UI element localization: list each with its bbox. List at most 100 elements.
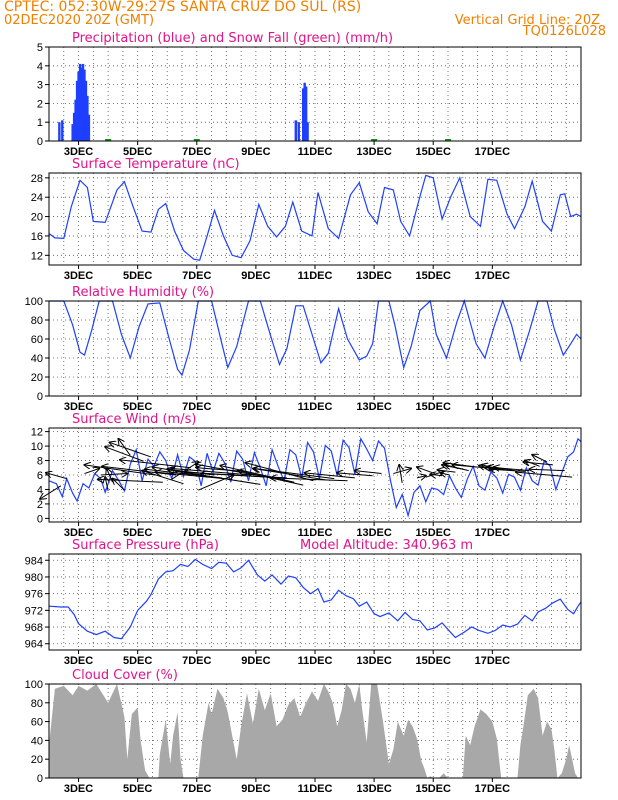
precip-bar (78, 63, 82, 141)
x-tick-label: 17DEC (475, 655, 511, 667)
panel-title: Precipitation (blue) and Snow Fall (gree… (72, 31, 393, 46)
panel-title: Cloud Cover (%) (72, 668, 178, 683)
y-tick-label: 12 (31, 250, 43, 262)
y-tick-label: 4 (37, 484, 43, 496)
plot-frame (48, 427, 582, 523)
x-tick-label: 9DEC (241, 655, 270, 667)
y-tick-label: 0 (37, 391, 43, 403)
plot-frame (48, 683, 582, 779)
x-tick-label: 7DEC (182, 270, 211, 282)
snow-bar (105, 139, 112, 141)
y-tick-label: 980 (25, 572, 43, 584)
y-tick-label: 100 (25, 679, 43, 691)
y-tick-label: 28 (31, 173, 43, 185)
panel-temperature: Surface Temperature (nC) 12 16 20 24 28 3DEC 5D… (31, 157, 582, 282)
x-tick-label: 3DEC (64, 783, 93, 795)
x-tick-label: 13DEC (356, 146, 392, 158)
precip-bar (74, 99, 77, 141)
plot-frame (48, 300, 582, 397)
x-tick-label: 15DEC (415, 783, 451, 795)
x-tick-label: 5DEC (123, 270, 152, 282)
wind-vector-arrow (399, 465, 402, 484)
precip-bar (301, 88, 305, 141)
snow-bar (445, 139, 451, 141)
x-tick-label: 11DEC (298, 783, 333, 795)
x-tick-label: 7DEC (182, 655, 211, 667)
wind-vector-arrow (198, 475, 233, 491)
y-tick-label: 0 (37, 773, 43, 785)
x-tick-label: 17DEC (475, 783, 511, 795)
y-tick-label: 2 (37, 98, 43, 110)
y-tick-label: 60 (31, 334, 43, 346)
grid (49, 554, 582, 650)
wind-vector-arrow (417, 467, 435, 475)
y-tick-label: 964 (25, 639, 43, 651)
y-tick-label: 4 (37, 61, 43, 73)
y-tick-label: 20 (31, 372, 43, 384)
location-title: CPTEC: 052:30W-29:27S SANTA CRUZ DO SUL … (4, 0, 361, 15)
precip-bar (303, 82, 306, 141)
panel-title: Relative Humidity (%) (72, 285, 214, 300)
snow-bar (371, 139, 378, 141)
x-tick-label: 15DEC (415, 401, 451, 413)
x-tick-label: 11DEC (298, 270, 333, 282)
panel-cloud: Cloud Cover (%) 0 20 40 60 80 100 3DEC 5DEC 7DEC 9… (25, 668, 582, 795)
wind-vector-arrow (529, 469, 565, 470)
x-tick-label: 17DEC (475, 146, 511, 158)
x-tick-label: 11DEC (298, 527, 333, 539)
run-time-label: 02DEC2020 20Z (GMT) (4, 13, 154, 28)
y-tick-label: 20 (31, 212, 43, 224)
grid (49, 428, 582, 522)
x-tick-label: 5DEC (123, 527, 152, 539)
y-tick-label: 972 (25, 605, 43, 617)
plot-frame (48, 46, 582, 142)
x-tick-label: 7DEC (182, 401, 211, 413)
temperature-line (48, 174, 582, 261)
wind-vector-arrow (98, 479, 163, 482)
panel-title: Surface Wind (m/s) (72, 412, 196, 427)
y-tick-label: 8 (37, 456, 43, 468)
y-tick-label: 100 (25, 296, 43, 308)
grid (49, 173, 582, 265)
precip-bar (294, 120, 297, 141)
y-tick-label: 2 (37, 499, 43, 511)
x-tick-label: 15DEC (415, 270, 451, 282)
wind-vector-arrow (393, 468, 411, 475)
y-tick-label: 20 (31, 754, 43, 766)
wind-vector-arrow (120, 460, 191, 469)
x-tick-label: 13DEC (356, 401, 392, 413)
precip-bar (61, 120, 64, 141)
x-tick-label: 3DEC (64, 655, 93, 667)
wind-vector-arrow (110, 442, 152, 458)
wind-vector-arrow (100, 474, 128, 475)
y-tick-label: 976 (25, 589, 43, 601)
x-tick-label: 3DEC (64, 527, 93, 539)
precip-bar (83, 69, 86, 141)
wind-vector-arrow (254, 468, 335, 480)
precip-bar (77, 71, 80, 141)
y-tick-label: 0 (37, 513, 43, 525)
snow-bar (193, 139, 200, 141)
x-tick-label: 5DEC (123, 401, 152, 413)
wind-vector-arrow (523, 462, 553, 465)
precip-bar (297, 122, 300, 141)
grid (49, 47, 582, 141)
plot-frame (48, 172, 582, 266)
y-tick-label: 40 (31, 735, 43, 747)
y-tick-label: 3 (37, 80, 43, 92)
precip-bar (87, 114, 91, 141)
panel-subtitle: Model Altitude: 340.963 m (300, 538, 473, 553)
y-tick-label: 6 (37, 470, 43, 482)
y-tick-label: 80 (31, 698, 43, 710)
wind-vector-arrow (355, 471, 382, 474)
wind-vector-arrow (253, 468, 327, 481)
wind-vector-arrow (425, 471, 444, 478)
y-tick-label: 10 (31, 441, 43, 453)
wind-vector-arrow (532, 455, 548, 463)
x-tick-label: 9DEC (241, 146, 270, 158)
y-tick-label: 60 (31, 717, 43, 729)
precip-bar (58, 122, 61, 141)
precip-bar (72, 112, 76, 141)
panel-pressure: Surface Pressure (hPa) Model Altitude: 34… (25, 538, 582, 667)
